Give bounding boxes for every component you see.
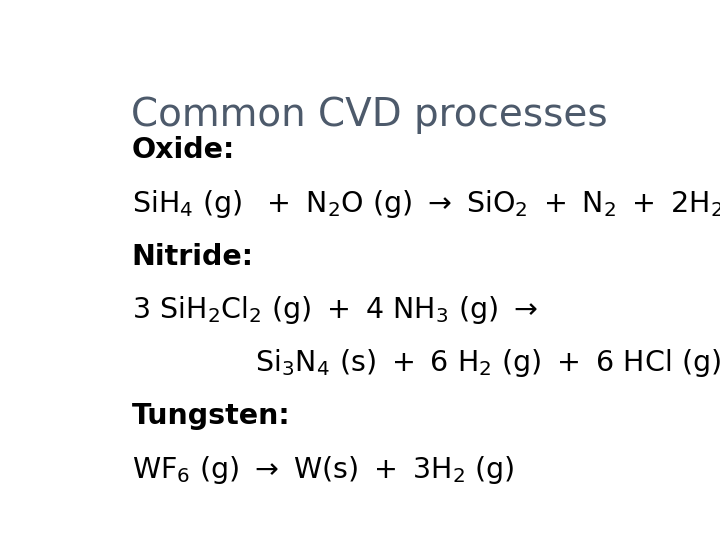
Text: Nitride:: Nitride:	[132, 243, 254, 271]
Text: $\mathregular{Si_3N_4\ (s)\ +\ 6\ H_2\ (g)\ +\ 6\ HCl\ (g)}$: $\mathregular{Si_3N_4\ (s)\ +\ 6\ H_2\ (…	[255, 347, 720, 379]
Text: $\mathregular{3\ SiH_2Cl_2\ (g)\ +\ 4\ NH_3\ (g)\ \rightarrow}$: $\mathregular{3\ SiH_2Cl_2\ (g)\ +\ 4\ N…	[132, 294, 538, 326]
Text: $\mathregular{SiH_4\ (g)\ \ +\ N_2O\ (g)\ \rightarrow\ SiO_2\ +\ N_2\ +\ 2H_2}$: $\mathregular{SiH_4\ (g)\ \ +\ N_2O\ (g)…	[132, 187, 720, 220]
Text: Oxide:: Oxide:	[132, 137, 235, 164]
Text: $\mathregular{WF_6\ (g)\ \rightarrow\ W(s)\ +\ 3H_2\ (g)}$: $\mathregular{WF_6\ (g)\ \rightarrow\ W(…	[132, 454, 515, 485]
Text: Common CVD processes: Common CVD processes	[131, 96, 607, 134]
Text: Tungsten:: Tungsten:	[132, 402, 290, 430]
